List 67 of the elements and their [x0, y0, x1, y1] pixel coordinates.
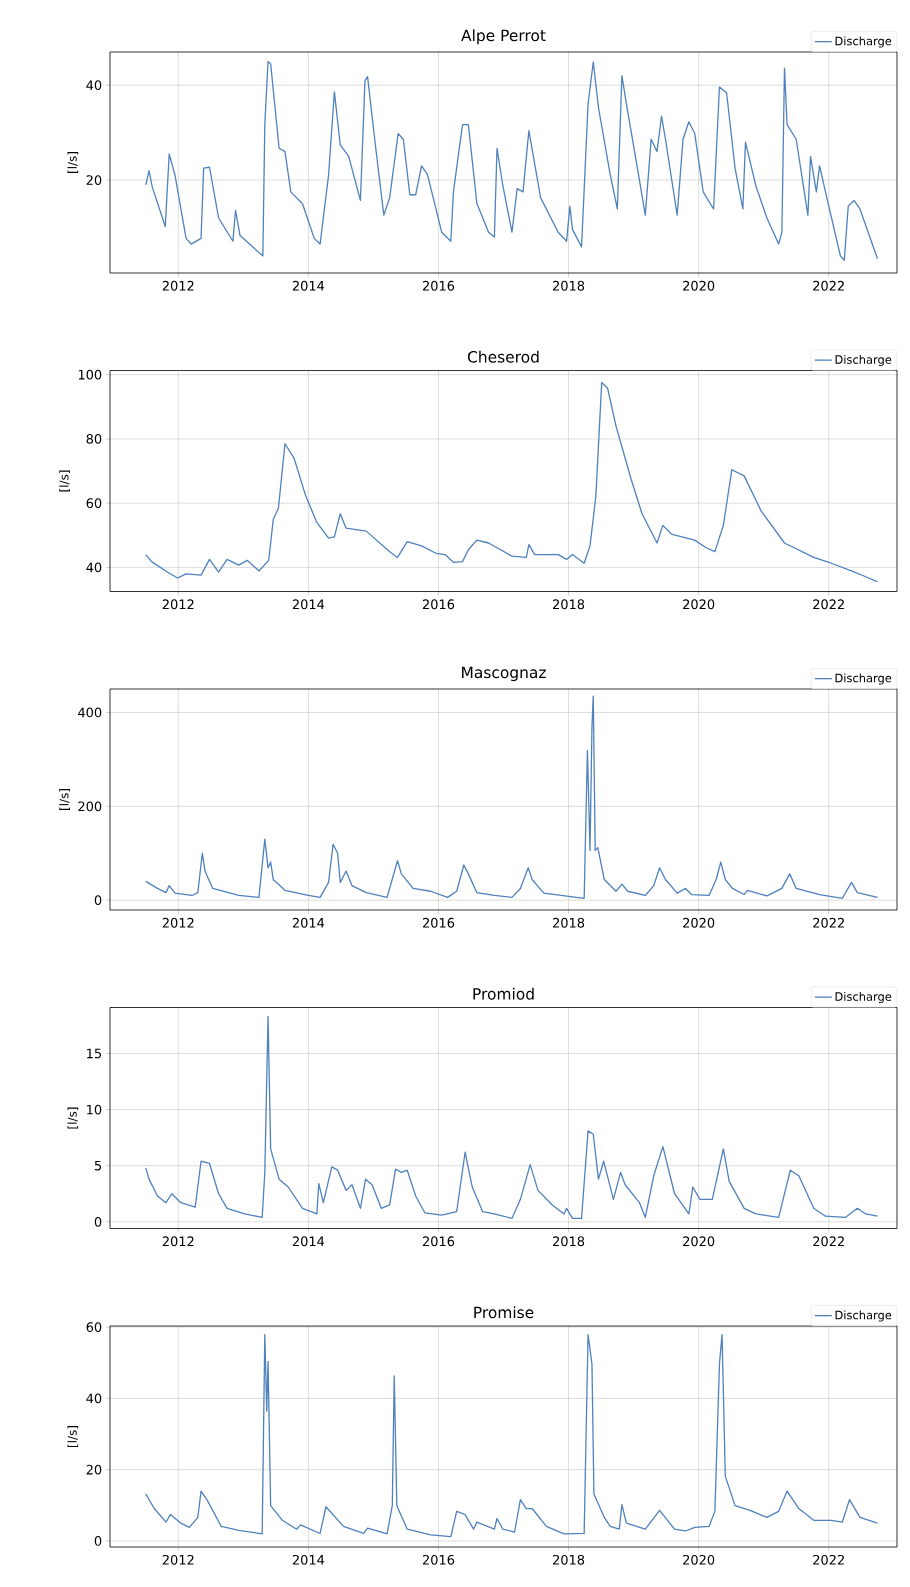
y-axis-title: [l/s] [59, 470, 70, 492]
x-tick-label: 2020 [683, 1236, 715, 1247]
line-series [145, 1015, 879, 1220]
x-tick-label: 2018 [553, 1236, 585, 1247]
x-tick-label: 2012 [162, 280, 194, 291]
x-tick-label: 2018 [553, 917, 585, 928]
y-axis-title: [l/s] [67, 1426, 79, 1447]
x-tick-label: 2018 [553, 280, 585, 291]
y-tick-label: 0 [94, 1216, 102, 1227]
line-series [145, 1333, 879, 1538]
legend-label: Discharge [835, 1310, 892, 1322]
y-tick-label: 15 [87, 1048, 102, 1059]
x-tick-label: 2018 [553, 1554, 585, 1565]
y-tick-label: 0 [94, 1536, 102, 1546]
x-tick-label: 2012 [162, 1554, 194, 1565]
x-tick-label: 2022 [813, 280, 844, 291]
x-tick-label: 2014 [292, 917, 325, 928]
chart-title: Alpe Perrot [461, 29, 546, 45]
x-tick-label: 2020 [683, 917, 715, 928]
y-tick-label: 80 [86, 434, 102, 444]
x-tick-label: 2016 [422, 280, 455, 291]
x-tick-label: 2022 [813, 599, 844, 610]
y-axis-title: [l/s] [67, 152, 79, 173]
x-tick-label: 2016 [422, 1236, 455, 1247]
x-tick-label: 2014 [292, 1554, 325, 1565]
x-tick-label: 2014 [292, 1236, 325, 1247]
y-tick-label: 100 [78, 369, 102, 380]
x-tick-label: 2020 [683, 280, 715, 291]
y-tick-label: 60 [86, 1322, 102, 1332]
chart-title: Cheserod [467, 350, 539, 363]
y-tick-label: 60 [86, 498, 102, 509]
chart-title: Promise [474, 1306, 534, 1319]
y-tick-label: 20 [86, 175, 102, 185]
x-tick-label: 2016 [422, 599, 455, 610]
line-series [145, 381, 879, 583]
y-tick-label: 10 [87, 1104, 102, 1115]
y-tick-label: 200 [78, 801, 102, 812]
legend-label: Discharge [835, 991, 892, 1004]
x-tick-label: 2022 [813, 1236, 844, 1247]
y-tick-label: 40 [86, 562, 102, 573]
x-tick-label: 2018 [553, 599, 585, 610]
x-tick-label: 2012 [162, 599, 194, 610]
y-axis-title: [l/s] [59, 789, 70, 810]
y-tick-label: 400 [78, 707, 102, 718]
x-tick-label: 2012 [162, 917, 194, 928]
legend-label: Discharge [835, 36, 892, 48]
line-series [145, 60, 879, 261]
x-tick-label: 2020 [683, 1554, 715, 1565]
x-tick-label: 2014 [292, 599, 325, 610]
line-series [145, 695, 879, 899]
x-tick-label: 2016 [422, 917, 455, 928]
x-tick-label: 2022 [813, 917, 844, 928]
chart-title: Promiod [473, 987, 534, 1000]
x-tick-label: 2012 [162, 1236, 194, 1247]
y-axis-title: [l/s] [67, 1107, 79, 1129]
x-tick-label: 2016 [422, 1554, 455, 1565]
y-tick-label: 40 [86, 80, 102, 91]
x-tick-label: 2020 [683, 599, 715, 610]
y-tick-label: 0 [94, 895, 102, 906]
x-tick-label: 2022 [813, 1554, 844, 1565]
y-tick-label: 5 [94, 1160, 102, 1171]
x-tick-label: 2014 [292, 280, 325, 291]
y-tick-label: 40 [86, 1393, 102, 1404]
y-tick-label: 20 [86, 1464, 102, 1475]
legend-label: Discharge [835, 354, 892, 367]
chart-title: Mascognaz [462, 666, 546, 682]
legend-label: Discharge [835, 673, 892, 685]
